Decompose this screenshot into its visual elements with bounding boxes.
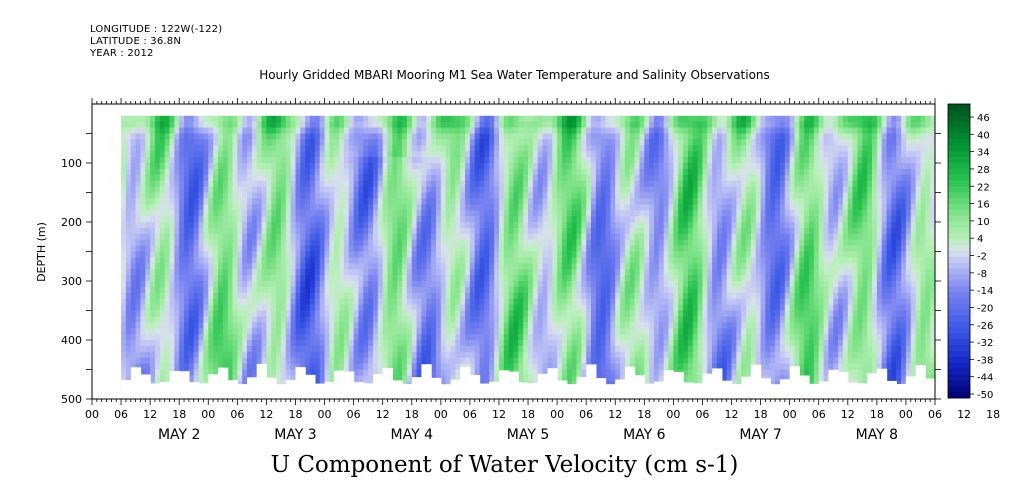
- x-tick-label: 06: [579, 408, 593, 421]
- x-tick-label: 12: [957, 408, 971, 421]
- x-tick-label: 12: [259, 408, 273, 421]
- colorbar-label: 28: [977, 165, 990, 176]
- colorbar: 46 40 34 28 22 16 10 4 -2 -8 -14 -20 -26 -32 -38 -44 -50: [947, 103, 993, 401]
- longitude-text: LONGITUDE : 122W(-122): [90, 24, 223, 35]
- colorbar-label: 22: [977, 182, 990, 193]
- axes: 00 06 12 18 00 06 12 18 00 06 12 18 00 06 12 18 00 06 12 18…: [61, 98, 1000, 443]
- year-text: YEAR : 2012: [90, 48, 154, 59]
- x-day-label: MAY 3: [274, 427, 316, 443]
- colorbar-label: -44: [977, 373, 993, 384]
- x-day-label: MAY 6: [623, 427, 666, 443]
- x-tick-label: 18: [986, 408, 1000, 421]
- x-day-label: MAY 2: [158, 427, 200, 443]
- x-tick-label: 12: [143, 408, 157, 421]
- x-tick-label: 06: [230, 408, 244, 421]
- colorbar-label: -20: [977, 303, 993, 314]
- x-day-label: MAY 8: [856, 427, 898, 443]
- x-tick-label: 18: [288, 408, 302, 421]
- colorbar-label: 4: [977, 234, 983, 245]
- colorbar-label: -14: [977, 286, 993, 297]
- x-axis-label: U Component of Water Velocity (cm s-1): [270, 452, 739, 478]
- x-tick-label: 06: [928, 408, 942, 421]
- x-tick-label: 18: [405, 408, 419, 421]
- x-tick-label: 00: [550, 408, 564, 421]
- x-tick-label: 12: [608, 408, 622, 421]
- x-tick-label: 18: [754, 408, 768, 421]
- colorbar-label: -26: [977, 321, 993, 332]
- chart-title: Hourly Gridded MBARI Mooring M1 Sea Wate…: [259, 68, 770, 82]
- colorbar-label: 46: [977, 113, 990, 124]
- x-tick-label: 18: [521, 408, 535, 421]
- x-day-label: MAY 5: [507, 427, 549, 443]
- x-tick-label: 00: [434, 408, 448, 421]
- x-tick-label: 00: [201, 408, 215, 421]
- x-tick-label: 00: [899, 408, 913, 421]
- x-tick-label: 12: [376, 408, 390, 421]
- x-tick-label: 18: [870, 408, 884, 421]
- x-day-label: MAY 4: [391, 427, 434, 443]
- x-tick-label: 06: [812, 408, 826, 421]
- y-axis-label: DEPTH (m): [35, 222, 48, 282]
- colorbar-label: 40: [977, 130, 990, 141]
- colorbar-label: -8: [977, 269, 987, 280]
- x-tick-label: 06: [463, 408, 477, 421]
- colorbar-label: -32: [977, 338, 993, 349]
- colorbar-label: -50: [977, 390, 993, 401]
- x-tick-label: 18: [637, 408, 651, 421]
- y-tick-label: 100: [61, 157, 82, 170]
- x-tick-label: 00: [85, 408, 99, 421]
- heatmap-cells: [121, 115, 935, 394]
- x-tick-label: 12: [492, 408, 506, 421]
- y-tick-label: 200: [61, 216, 82, 229]
- x-tick-label: 00: [666, 408, 680, 421]
- colorbar-label: 34: [977, 148, 990, 159]
- x-tick-label: 06: [114, 408, 128, 421]
- latitude-text: LATITUDE : 36.8N: [90, 36, 182, 47]
- x-tick-label: 12: [841, 408, 855, 421]
- y-tick-label: 300: [61, 275, 82, 288]
- colorbar-label: 16: [977, 200, 990, 211]
- colorbar-label: 10: [977, 217, 990, 228]
- y-tick-label: 400: [61, 334, 82, 347]
- x-tick-label: 00: [783, 408, 797, 421]
- x-tick-label: 06: [695, 408, 709, 421]
- colorbar-label: -38: [977, 355, 993, 366]
- x-day-label: MAY 7: [739, 427, 781, 443]
- missing-data-mask: [121, 363, 936, 399]
- x-tick-label: 06: [347, 408, 361, 421]
- y-tick-label: 500: [61, 393, 82, 406]
- colorbar-label: -2: [977, 252, 987, 263]
- x-tick-label: 12: [725, 408, 739, 421]
- x-tick-label: 18: [172, 408, 186, 421]
- x-tick-label: 00: [318, 408, 332, 421]
